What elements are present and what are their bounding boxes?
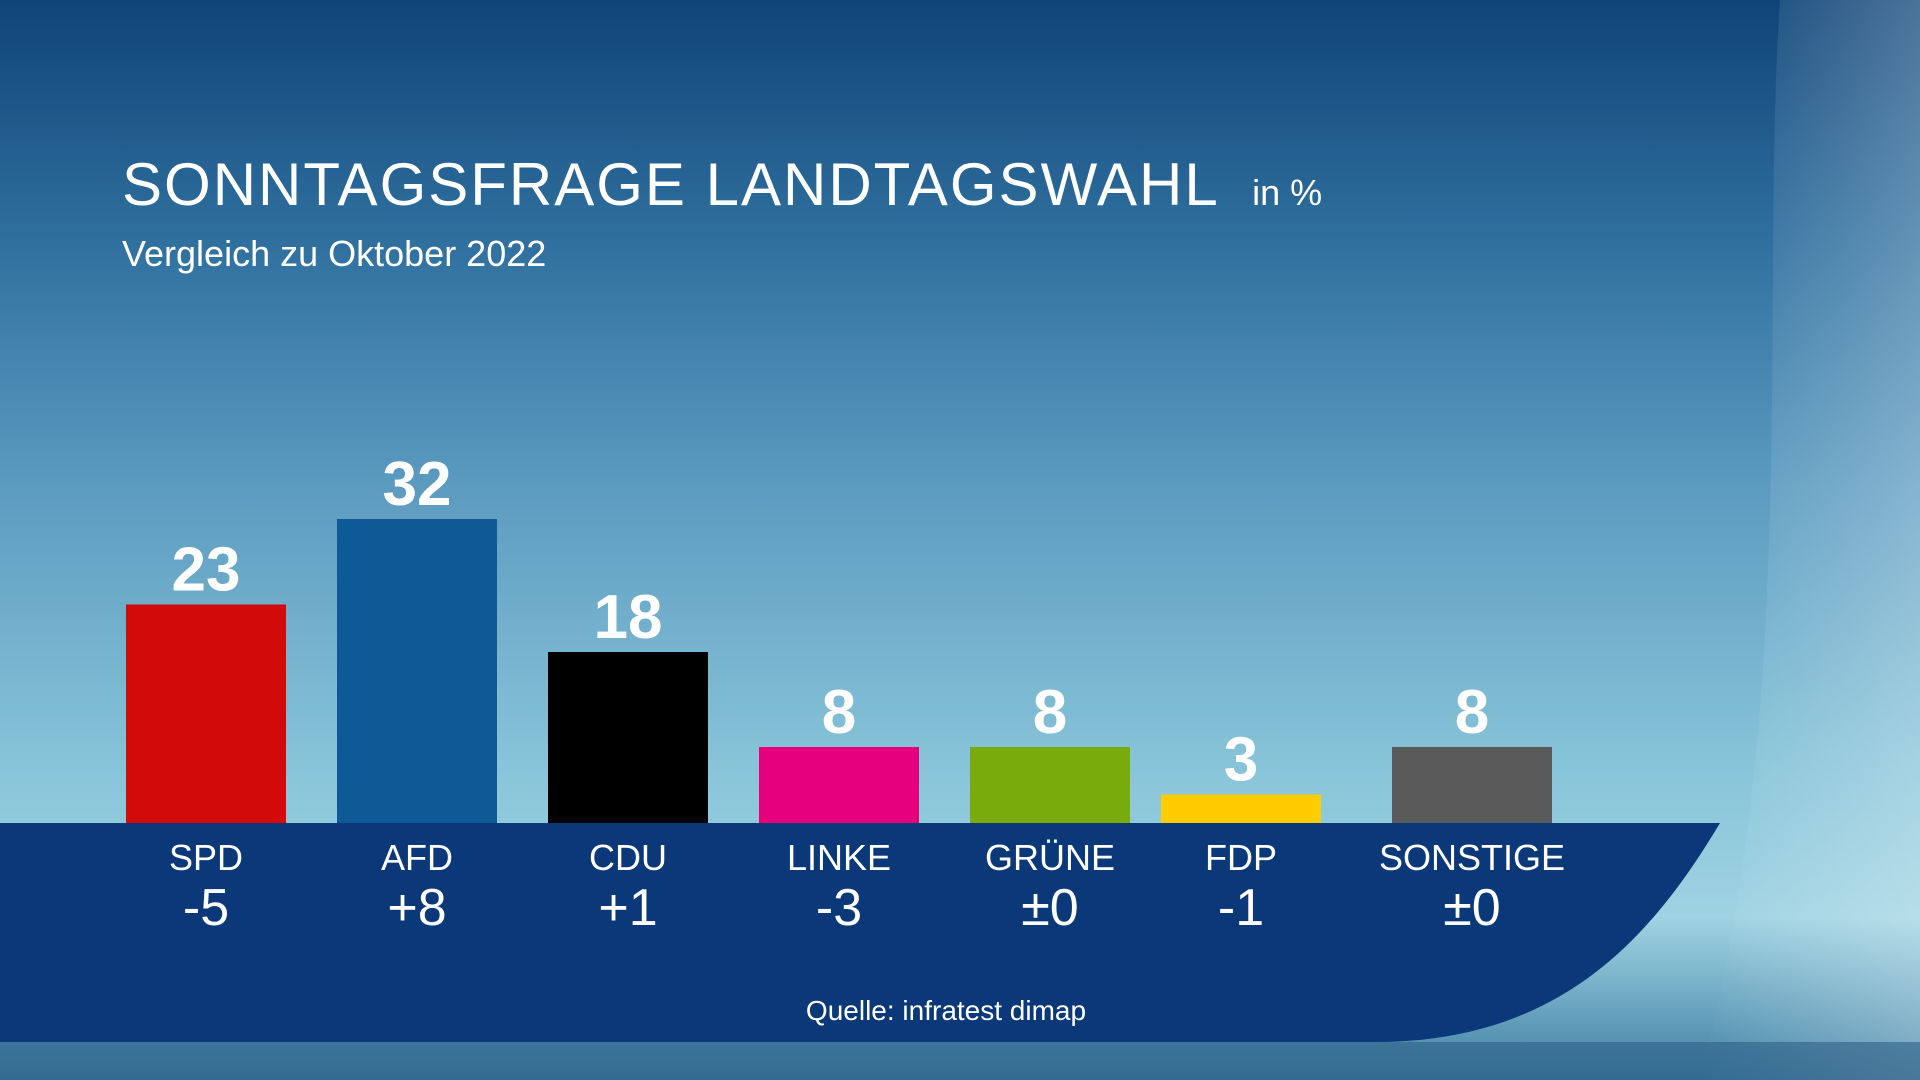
category-label: LINKE <box>787 837 891 878</box>
bar-fdp <box>1161 794 1321 823</box>
bar-grüne <box>970 747 1130 823</box>
change-label: ±0 <box>1021 879 1078 937</box>
decorative-swoosh <box>1700 0 1920 1080</box>
value-label: 3 <box>1224 726 1258 795</box>
bar-linke <box>759 747 919 823</box>
chart-title-line: SONNTAGSFRAGE LANDTAGSWAHL in % <box>122 150 1322 219</box>
category-label: FDP <box>1205 837 1277 878</box>
change-label: -1 <box>1218 879 1264 937</box>
chart-subtitle: Vergleich zu Oktober 2022 <box>122 233 547 274</box>
bar-spd <box>126 604 286 823</box>
bars-group <box>126 519 1552 823</box>
change-label: +8 <box>387 879 446 937</box>
chart-title: SONNTAGSFRAGE LANDTAGSWAHL <box>122 151 1220 218</box>
change-label: -5 <box>183 879 229 937</box>
bottom-strip <box>0 1042 1920 1080</box>
category-label: SPD <box>169 837 243 878</box>
value-label: 18 <box>594 583 663 652</box>
value-label: 8 <box>1033 678 1067 747</box>
bar-sonstige <box>1392 747 1552 823</box>
category-label: CDU <box>589 837 667 878</box>
change-label: ±0 <box>1443 879 1500 937</box>
bar-cdu <box>548 652 708 823</box>
unit-label: in % <box>1252 172 1323 213</box>
category-label: AFD <box>381 837 453 878</box>
bar-afd <box>337 519 497 823</box>
category-label: GRÜNE <box>985 837 1115 878</box>
bottom-panel <box>0 823 1720 1042</box>
change-label: -3 <box>816 879 862 937</box>
value-label: 8 <box>1455 678 1489 747</box>
source-label: Quelle: infratest dimap <box>806 995 1086 1026</box>
value-label: 32 <box>383 450 452 519</box>
value-label: 8 <box>822 678 856 747</box>
change-label: +1 <box>598 879 657 937</box>
category-label: SONSTIGE <box>1379 837 1565 878</box>
value-label: 23 <box>172 536 241 605</box>
labels-group: 23SPD-532AFD+818CDU+18LINKE-38GRÜNE±03FD… <box>169 450 1565 937</box>
